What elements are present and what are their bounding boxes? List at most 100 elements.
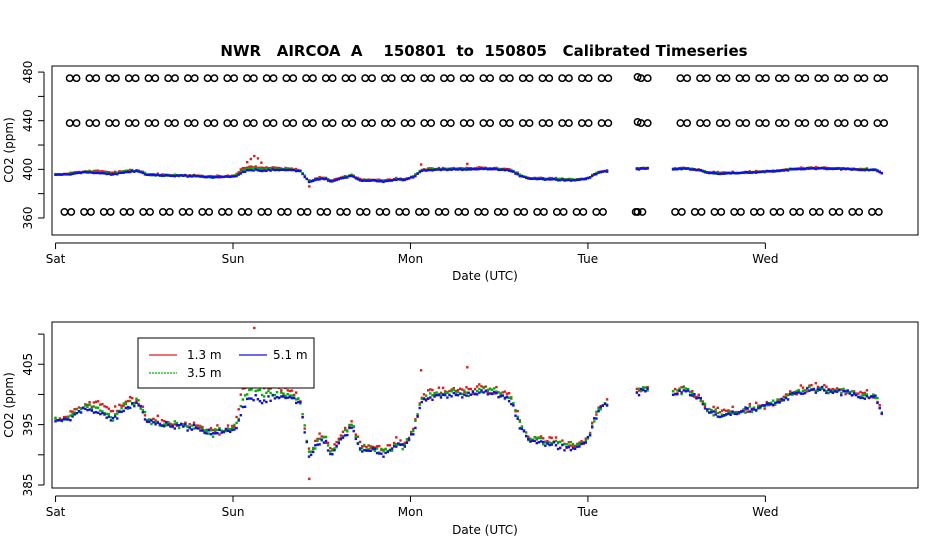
bottom-point-surface-132 — [335, 440, 338, 444]
bottom-point-surface-357 — [865, 389, 869, 392]
top-point-upper-106 — [280, 168, 283, 171]
bottom-point-surface-210 — [501, 391, 504, 394]
top-point-surface-98 — [263, 166, 266, 170]
top-point-upper-92 — [250, 169, 253, 172]
bottom-point-mid-151 — [375, 447, 379, 450]
bottom-point-upper-74 — [211, 432, 215, 435]
top-point-upper-294 — [731, 171, 734, 174]
bottom-point-surface-83 — [231, 424, 234, 428]
bottom-point-upper-181 — [439, 396, 443, 399]
bottom-point-upper-21 — [99, 412, 102, 416]
bottom-point-upper-0 — [54, 420, 57, 423]
bottom-point-upper-112 — [292, 396, 296, 400]
bottom-point-upper-78 — [220, 431, 223, 434]
bottom-point-mid-127 — [324, 435, 328, 439]
bottom-point-mid-56 — [173, 420, 176, 423]
top-point-upper-85 — [235, 174, 238, 178]
top-x-tick-label-3: Tue — [577, 252, 599, 266]
top-point-upper-201 — [482, 167, 485, 171]
bottom-point-upper-272 — [684, 390, 688, 393]
top-point-upper-229 — [542, 177, 545, 181]
bottom-x-tick-label-3: Tue — [577, 505, 599, 519]
bottom-point-upper-236 — [556, 447, 560, 451]
bottom-point-surface-143 — [358, 440, 362, 444]
bottom-point-upper-136 — [344, 434, 347, 437]
top-point-upper-251 — [588, 176, 592, 179]
bottom-point-surface-318 — [782, 395, 785, 398]
bottom-point-upper-337 — [823, 388, 826, 391]
top-reference-circle-149 — [781, 119, 790, 128]
top-reference-circle-231 — [796, 207, 804, 216]
bottom-point-surface-180 — [437, 386, 441, 389]
top-point-upper-200 — [480, 167, 483, 170]
top-point-upper-176 — [429, 168, 432, 172]
top-point-upper-313 — [772, 170, 775, 173]
top-reference-circle-64 — [735, 74, 744, 83]
top-reference-circle-34 — [400, 74, 409, 83]
top-point-upper-323 — [793, 168, 796, 171]
top-point-upper-220 — [522, 175, 526, 178]
bottom-point-mid-274 — [688, 391, 692, 394]
bottom-point-surface-150 — [373, 446, 377, 449]
top-point-upper-292 — [727, 172, 730, 175]
bottom-point-surface-177 — [431, 388, 434, 392]
top-x-axis-label: Date (UTC) — [452, 269, 518, 283]
bottom-point-upper-126 — [322, 441, 326, 444]
top-point-upper-146 — [365, 179, 368, 182]
top-point-upper-113 — [295, 169, 298, 173]
top-point-upper-181 — [439, 168, 443, 172]
top-reference-circle-123 — [486, 119, 495, 128]
bottom-point-upper-52 — [165, 420, 168, 424]
top-point-upper-49 — [158, 174, 162, 177]
top-reference-circle-218 — [671, 207, 680, 216]
top-point-upper-221 — [525, 176, 528, 179]
bottom-point-mid-153 — [380, 447, 383, 451]
bottom-point-mid-62 — [186, 425, 189, 428]
bottom-point-upper-211 — [503, 396, 507, 399]
top-point-upper-322 — [791, 167, 794, 171]
bottom-point-surface-235 — [554, 436, 558, 439]
bottom-point-upper-109 — [286, 396, 289, 399]
bottom-point-mid-91 — [248, 388, 251, 392]
bottom-point-upper-163 — [401, 443, 404, 446]
top-point-upper-164 — [403, 178, 406, 182]
bottom-point-surface-159 — [392, 441, 396, 445]
bottom-point-upper-212 — [505, 396, 509, 399]
top-reference-circle-49 — [545, 74, 554, 83]
bottom-point-surface-212 — [505, 392, 509, 395]
bottom-point-upper-195 — [469, 393, 472, 396]
bottom-point-mid-221 — [525, 431, 528, 434]
bottom-point-surface-110 — [288, 389, 291, 393]
bottom-point-surface-194 — [467, 387, 470, 391]
bottom-point-mid-23 — [103, 411, 106, 415]
top-reference-circle-117 — [427, 119, 436, 128]
bottom-point-mid-128 — [326, 444, 330, 447]
top-reference-circle-101 — [269, 119, 278, 128]
top-point-upper-219 — [520, 175, 524, 178]
top-point-surface-365 — [253, 154, 256, 158]
bottom-point-surface-87 — [239, 393, 242, 396]
bottom-point-mid-334 — [816, 389, 820, 393]
top-point-upper-28 — [114, 172, 117, 175]
top-point-upper-78 — [220, 175, 223, 179]
bottom-point-upper-282 — [706, 408, 709, 411]
top-point-upper-259 — [605, 170, 609, 173]
bottom-point-surface-345 — [840, 388, 843, 391]
top-point-upper-14 — [84, 171, 87, 174]
top-reference-circle-76 — [853, 74, 862, 83]
bottom-point-mid-113 — [295, 398, 298, 401]
bottom-point-upper-256 — [599, 405, 602, 409]
bottom-point-mid-70 — [203, 429, 206, 432]
bottom-point-upper-192 — [463, 393, 466, 396]
top-point-upper-93 — [252, 169, 255, 172]
bottom-point-upper-71 — [205, 432, 208, 435]
top-point-upper-287 — [716, 172, 719, 175]
bottom-point-surface-142 — [356, 435, 360, 438]
bottom-point-upper-348 — [846, 389, 849, 392]
top-point-surface-86 — [237, 171, 240, 174]
top-point-upper-210 — [501, 168, 504, 171]
bottom-point-upper-341 — [831, 391, 834, 394]
bottom-point-surface-169 — [414, 418, 417, 421]
top-reference-circle-163 — [86, 207, 95, 216]
bottom-points-upper — [54, 385, 883, 458]
